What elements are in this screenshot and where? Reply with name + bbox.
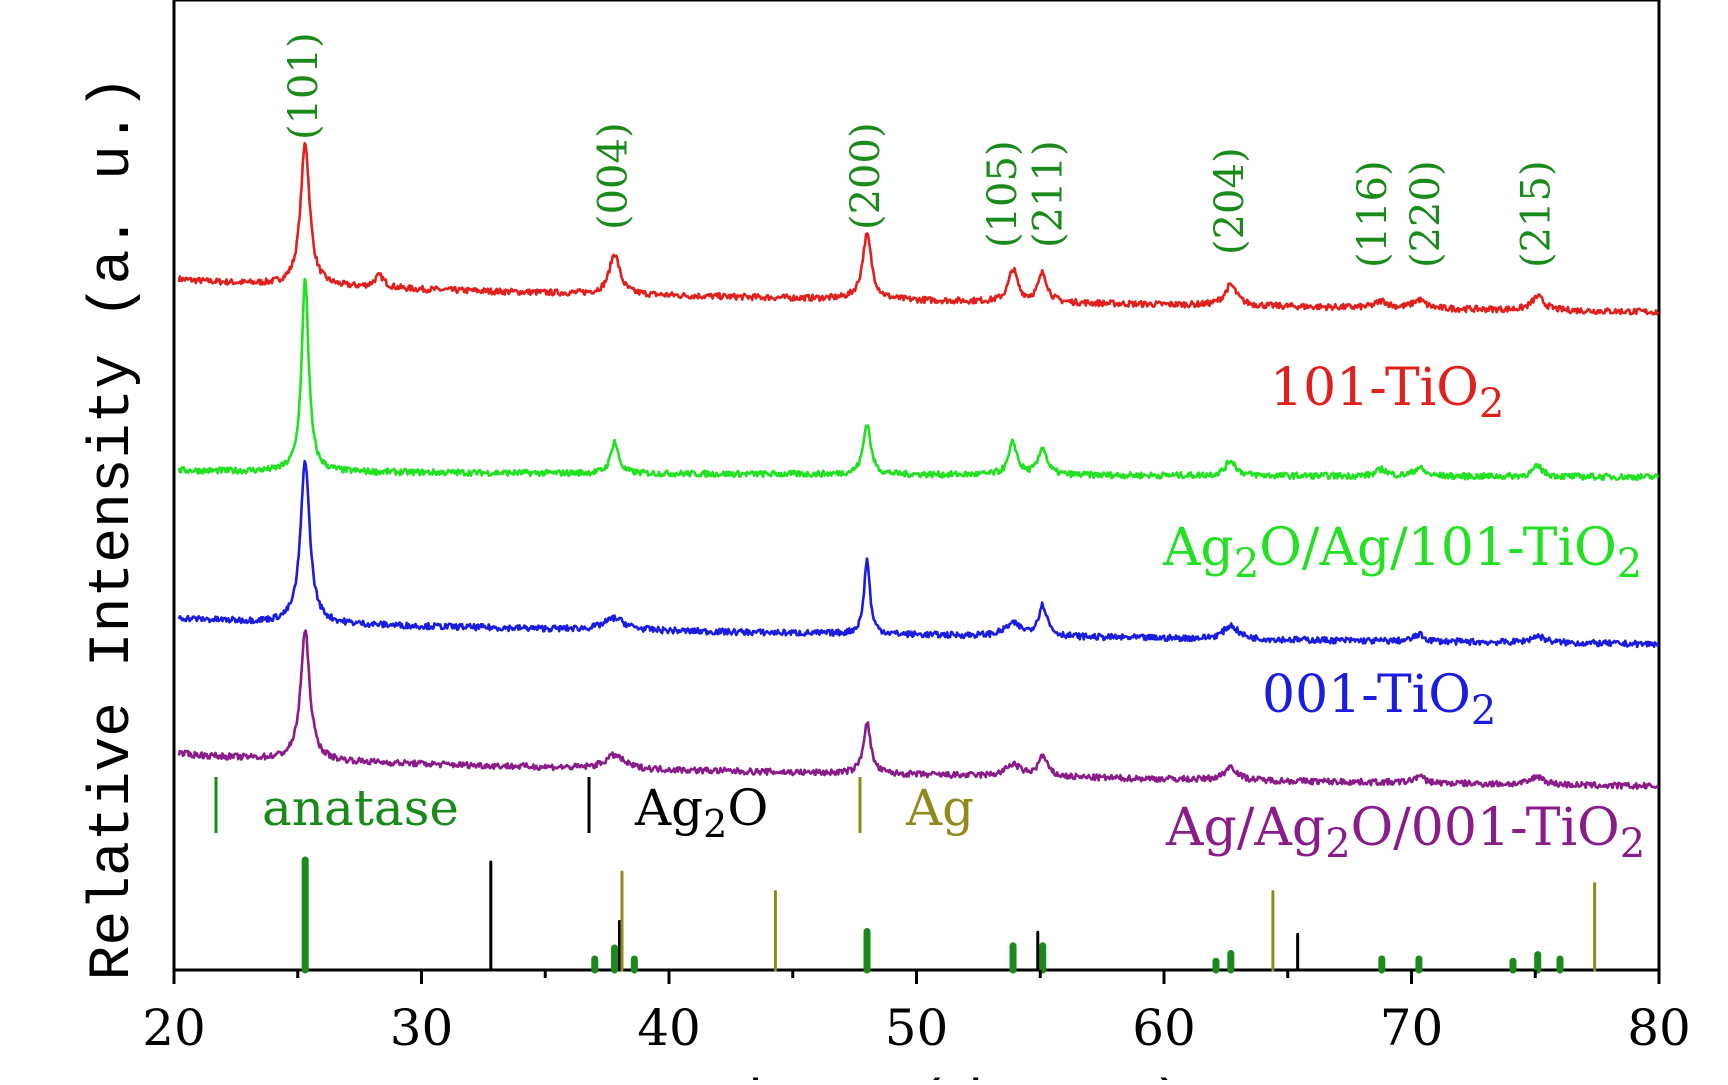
y-axis-title: Relative Intensity (a. u.)	[81, 76, 146, 981]
miller-index-label: (211)	[1026, 140, 1072, 248]
miller-index-label: (220)	[1403, 160, 1449, 268]
miller-index-label: (204)	[1207, 147, 1253, 255]
series-line-3	[177, 459, 1660, 649]
series-label-1: 101-TiO2	[1270, 358, 1504, 427]
x-tick-label: 30	[390, 999, 454, 1057]
x-tick-label: 50	[885, 999, 949, 1057]
x-tick-label: 40	[637, 999, 701, 1057]
x-tick-label: 80	[1627, 999, 1691, 1057]
series-label-4: Ag/Ag2O/001-TiO2	[1165, 798, 1645, 867]
miller-index-label: (101)	[281, 32, 327, 140]
x-tick-label: 60	[1132, 999, 1196, 1057]
miller-index-label: (004)	[591, 122, 637, 230]
series-line-2	[177, 277, 1660, 482]
miller-index-label: (200)	[843, 122, 889, 230]
x-axis-title: 2 Theta (degree)	[647, 1071, 1185, 1080]
legend-label-anatase: anatase	[262, 779, 459, 837]
legend-label-ag: Ag	[905, 779, 974, 837]
x-tick-label: 20	[142, 999, 206, 1057]
series-label-3: 001-TiO2	[1262, 665, 1496, 734]
x-tick-label: 70	[1380, 999, 1444, 1057]
series-label-2: Ag2O/Ag/101-TiO2	[1162, 518, 1642, 587]
miller-index-label: (116)	[1350, 160, 1396, 268]
miller-index-label: (105)	[980, 140, 1026, 248]
legend-label-ag2o: Ag2O	[634, 779, 768, 846]
miller-index-label: (215)	[1514, 160, 1560, 268]
series-line-1	[177, 141, 1660, 316]
series-line-4	[177, 629, 1660, 790]
